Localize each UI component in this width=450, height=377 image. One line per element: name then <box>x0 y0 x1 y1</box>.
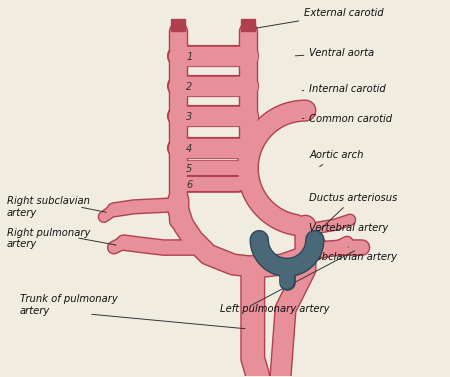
Text: 6: 6 <box>186 180 193 190</box>
Text: Aortic arch: Aortic arch <box>309 150 364 167</box>
Text: Right pulmonary
artery: Right pulmonary artery <box>7 228 90 249</box>
Text: Ductus arteriosus: Ductus arteriosus <box>309 193 398 233</box>
Text: Vertebral artery: Vertebral artery <box>309 223 389 233</box>
Text: 2: 2 <box>186 82 193 92</box>
Text: 4: 4 <box>186 144 193 154</box>
FancyBboxPatch shape <box>241 19 255 31</box>
Text: 1: 1 <box>186 52 193 62</box>
Text: Left pulmonary artery: Left pulmonary artery <box>220 304 329 314</box>
Text: 5: 5 <box>186 164 193 174</box>
Text: Right subclavian
artery: Right subclavian artery <box>7 196 90 218</box>
Text: Subclavian artery: Subclavian artery <box>309 247 397 262</box>
Text: Trunk of pulmonary
artery: Trunk of pulmonary artery <box>19 294 117 316</box>
Text: Ventral aorta: Ventral aorta <box>295 48 374 58</box>
Text: Internal carotid: Internal carotid <box>302 84 386 94</box>
FancyBboxPatch shape <box>171 19 185 31</box>
Text: Common carotid: Common carotid <box>302 113 392 124</box>
Text: External carotid: External carotid <box>252 8 384 29</box>
Text: 3: 3 <box>186 112 193 121</box>
